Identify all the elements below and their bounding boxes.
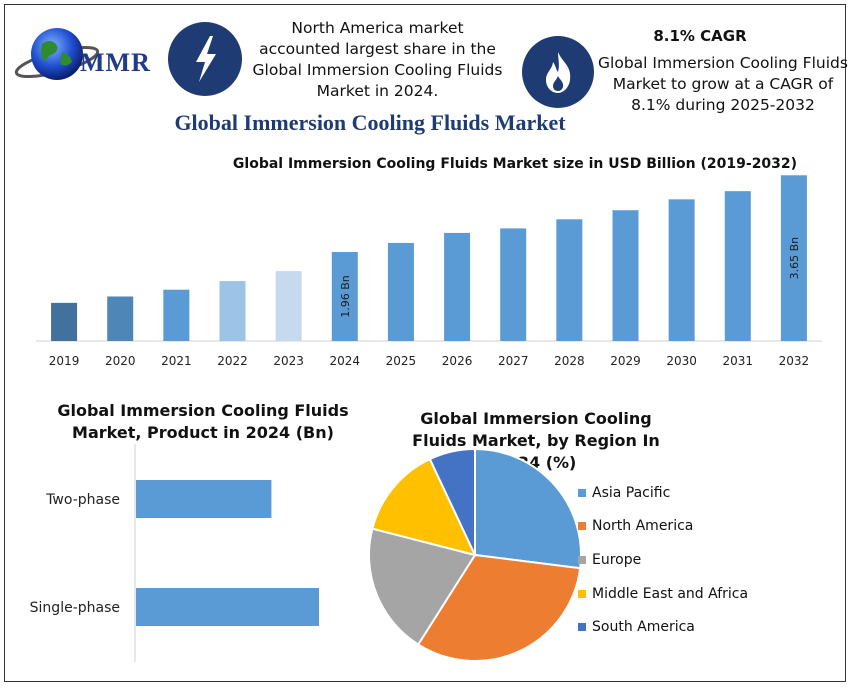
y-tick-label: Single-phase	[30, 600, 120, 616]
data-label: 3.65 Bn	[788, 237, 801, 280]
legend-label: Asia Pacific	[592, 484, 671, 501]
lightning-icon	[196, 36, 216, 82]
x-tick-label: 2022	[217, 354, 248, 368]
legend-swatch	[578, 522, 586, 531]
bar-2026	[444, 232, 471, 341]
bar-2027	[500, 228, 527, 341]
bar-two-phase	[136, 480, 272, 518]
product-chart-title: Global Immersion Cooling Fluids Market, …	[57, 401, 349, 442]
bar-2019	[51, 302, 78, 341]
region-legend: Asia Pacific North America Europe Middle Ea…	[578, 476, 748, 644]
bar-2025	[387, 242, 414, 341]
x-tick-label: 2029	[610, 354, 641, 368]
x-tick-label: 2024	[330, 354, 361, 368]
page-frame	[4, 4, 846, 682]
legend-label: Middle East and Africa	[592, 585, 749, 602]
bar-2029	[612, 210, 639, 341]
x-tick-label: 2030	[666, 354, 697, 368]
x-tick-label: 2021	[161, 354, 192, 368]
legend-item: South America	[578, 610, 748, 644]
pie-slice-south-america	[428, 447, 476, 556]
legend-swatch	[578, 623, 586, 632]
legend-label: Europe	[592, 551, 642, 568]
logo-text: MMR	[80, 48, 151, 77]
cagr-title: 8.1% CAGR	[653, 27, 747, 45]
legend-item: North America	[578, 510, 748, 544]
x-tick-label: 2026	[442, 354, 473, 368]
legend-item: Europe	[578, 543, 748, 577]
pie-slice-asia-pacific	[474, 447, 582, 570]
x-tick-label: 2025	[386, 354, 417, 368]
x-tick-label: 2023	[273, 354, 304, 368]
pie-slice-middle-east-and-africa	[371, 457, 477, 557]
region-chart-title: Global Immersion Cooling Fluids Market, …	[412, 409, 660, 472]
legend-item: Asia Pacific	[578, 476, 748, 510]
bar-2031	[724, 191, 751, 341]
bar-2023	[275, 271, 302, 341]
flame-icon	[546, 52, 571, 93]
legend-swatch	[578, 488, 586, 497]
x-tick-label: 2019	[49, 354, 80, 368]
legend-label: North America	[592, 518, 694, 535]
market-size-chart-title: Global Immersion Cooling Fluids Market s…	[232, 156, 798, 172]
x-tick-label: 2028	[554, 354, 585, 368]
mmr-logo	[12, 22, 162, 92]
main-title: Global Immersion Cooling Fluids Market	[174, 110, 566, 135]
bar-2030	[668, 199, 695, 341]
market-size-bar-chart: 2019 2020 2021 2022 2023 2024 2025 2026 2027 2028…	[36, 175, 822, 368]
product-bar-chart: Two-phase Single-phase	[30, 444, 319, 662]
x-tick-label: 2031	[723, 354, 754, 368]
cagr-note: Global Immersion Cooling Fluids Market t…	[598, 54, 848, 114]
legend-item: Middle East and Africa	[578, 577, 748, 611]
legend-swatch	[578, 589, 586, 598]
y-tick-label: Two-phase	[45, 492, 120, 508]
x-tick-label: 2020	[105, 354, 136, 368]
bar-2032	[780, 175, 807, 341]
lightning-icon-badge	[168, 22, 242, 96]
bar-2024	[331, 252, 358, 341]
bar-2020	[107, 296, 134, 341]
x-tick-label: 2032	[779, 354, 810, 368]
bar-2021	[163, 289, 190, 341]
data-label: 1.96 Bn	[339, 275, 352, 318]
region-pie-chart	[368, 447, 582, 662]
legend-label: South America	[592, 619, 695, 636]
bar-2028	[556, 219, 583, 341]
region-note: North America market accounted largest s…	[252, 19, 503, 100]
bar-single-phase	[136, 588, 319, 626]
legend-swatch	[578, 555, 586, 564]
flame-icon-badge	[522, 36, 594, 108]
globe-icon	[14, 28, 100, 80]
pie-slice-europe	[368, 527, 477, 646]
bar-2022	[219, 281, 246, 341]
x-tick-label: 2027	[498, 354, 529, 368]
